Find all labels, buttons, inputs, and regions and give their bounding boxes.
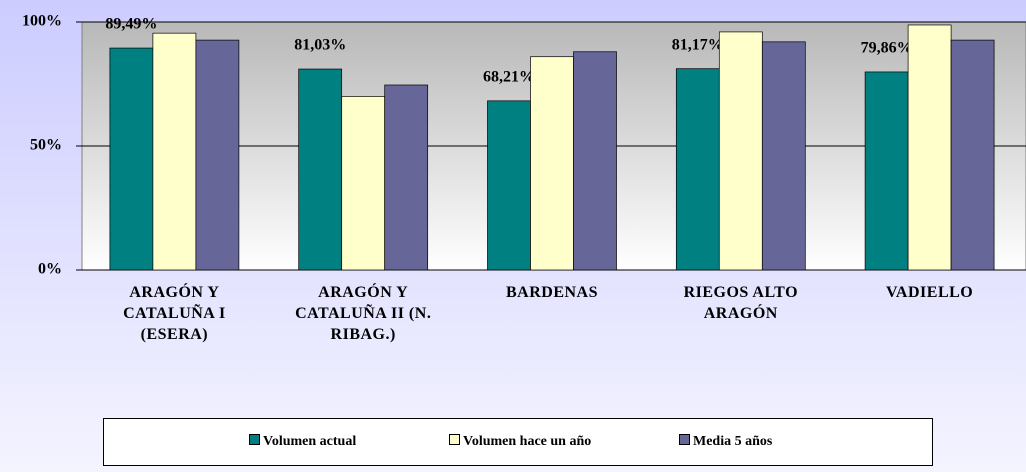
- data-label: 81,17%: [672, 36, 724, 53]
- data-label: 81,03%: [294, 37, 346, 54]
- x-tick-label: ARAGÓN Y CATALUÑA I (ESERA): [123, 284, 226, 343]
- legend-item: Media 5 años: [679, 434, 772, 450]
- bar: [384, 84, 429, 271]
- bar: [718, 31, 763, 271]
- legend-swatch: [679, 434, 690, 445]
- bar: [864, 71, 909, 271]
- bar: [530, 56, 574, 271]
- data-label: 79,86%: [861, 40, 913, 57]
- legend-swatch: [249, 434, 260, 445]
- legend-label: Volumen actual: [263, 434, 357, 449]
- x-tick-label: BARDENAS: [505, 284, 598, 301]
- legend-swatch: [449, 434, 460, 445]
- data-label: 68,21%: [483, 69, 535, 86]
- legend-label: Media 5 años: [693, 434, 773, 449]
- y-tick-label: 100%: [22, 13, 62, 30]
- y-tick-label: 0%: [38, 261, 62, 278]
- legend-item: Volumen hace un año: [449, 434, 591, 450]
- x-tick-label: ARAGÓN Y CATALUÑA II (N. RIBAG.): [295, 284, 432, 343]
- bar: [761, 41, 806, 271]
- legend-item: Volumen actual: [249, 434, 356, 450]
- bar: [573, 51, 617, 271]
- bar: [487, 100, 531, 271]
- y-tick-label: 50%: [30, 137, 62, 154]
- bar: [675, 68, 720, 271]
- bar: [195, 39, 240, 271]
- bar: [950, 39, 995, 271]
- legend: Volumen actual Volumen hace un año Media 5…: [103, 418, 933, 466]
- bar: [152, 32, 197, 271]
- legend-label: Volumen hace un año: [463, 434, 592, 449]
- bar: [109, 47, 154, 271]
- data-label: 89,49%: [105, 16, 157, 33]
- x-tick-label: RIEGOS ALTO ARAGÓN: [683, 284, 799, 322]
- bar: [298, 68, 343, 271]
- bar: [341, 96, 386, 271]
- bar: [907, 24, 952, 271]
- x-tick-label: VADIELLO: [885, 284, 974, 301]
